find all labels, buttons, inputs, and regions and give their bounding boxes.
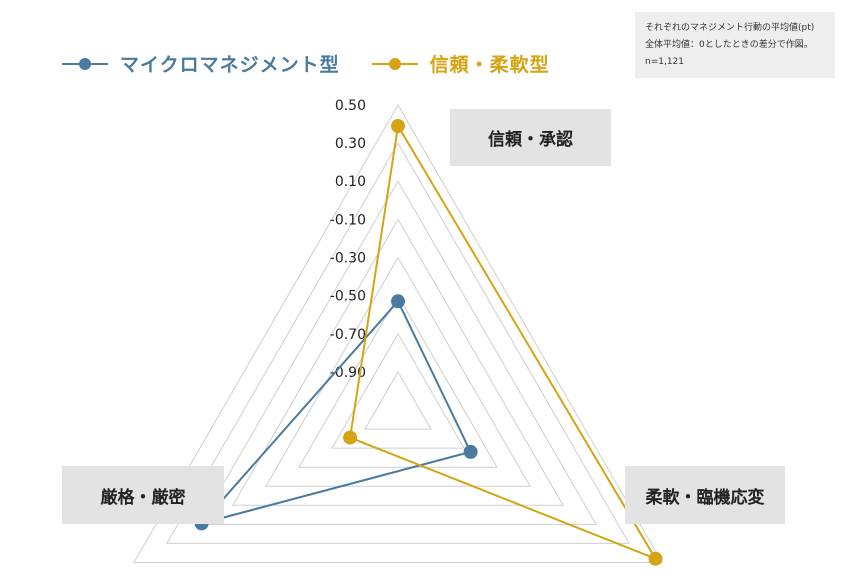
tick-label: -0.70 xyxy=(330,327,366,343)
tick-label: 0.30 xyxy=(335,136,366,152)
legend-item-trust-flexible[interactable]: 信頼・柔軟型 xyxy=(371,50,550,77)
tick-label: -0.30 xyxy=(330,251,366,267)
data-point xyxy=(648,551,663,566)
radar-grid xyxy=(133,103,663,563)
tick-label: 0.10 xyxy=(335,174,366,190)
series-line-0 xyxy=(200,300,472,525)
note-box: それぞれのマネジメント行動の平均値(pt) 全体平均値：0としたときの差分で作図… xyxy=(635,12,835,78)
data-point xyxy=(463,444,478,459)
data-point xyxy=(391,119,405,133)
legend-marker-micromanagement xyxy=(62,57,108,70)
legend-label-micromanagement: マイクロマネジメント型 xyxy=(120,54,340,76)
grid-ring xyxy=(133,103,663,563)
series-layer xyxy=(194,119,663,566)
axis-label-trust-recognition: 信頼・承認 xyxy=(450,109,611,166)
grid-ring xyxy=(199,180,597,525)
grid-ring xyxy=(232,218,564,506)
tick-labels: 0.500.300.10-0.10-0.30-0.50-0.70-0.90 xyxy=(330,98,366,381)
grid-ring xyxy=(166,142,630,544)
axis-label-flexible-adaptive: 柔軟・臨機応変 xyxy=(625,466,785,524)
tick-label: -0.10 xyxy=(330,212,366,228)
tick-label: -0.50 xyxy=(330,289,366,305)
note-line: それぞれのマネジメント行動の平均値(pt) xyxy=(645,23,815,33)
series-line-1 xyxy=(349,125,657,560)
data-point xyxy=(343,430,358,445)
legend-label-trust-flexible: 信頼・柔軟型 xyxy=(429,54,550,76)
note-line: 全体平均値：0としたときの差分で作図。 xyxy=(645,40,813,50)
legend: マイクロマネジメント型 信頼・柔軟型 xyxy=(62,50,582,77)
grid-ring xyxy=(298,294,498,468)
tick-label: 0.50 xyxy=(335,98,366,114)
legend-marker-trust-flexible xyxy=(371,57,418,70)
legend-item-micromanagement[interactable]: マイクロマネジメント型 xyxy=(62,50,340,77)
note-line: n=1,121 xyxy=(645,57,685,67)
grid-ring xyxy=(331,332,465,449)
grid-ring xyxy=(265,256,531,487)
grid-ring xyxy=(364,370,432,430)
data-point xyxy=(391,294,405,309)
axis-label-strict-rigorous: 厳格・厳密 xyxy=(62,466,224,524)
